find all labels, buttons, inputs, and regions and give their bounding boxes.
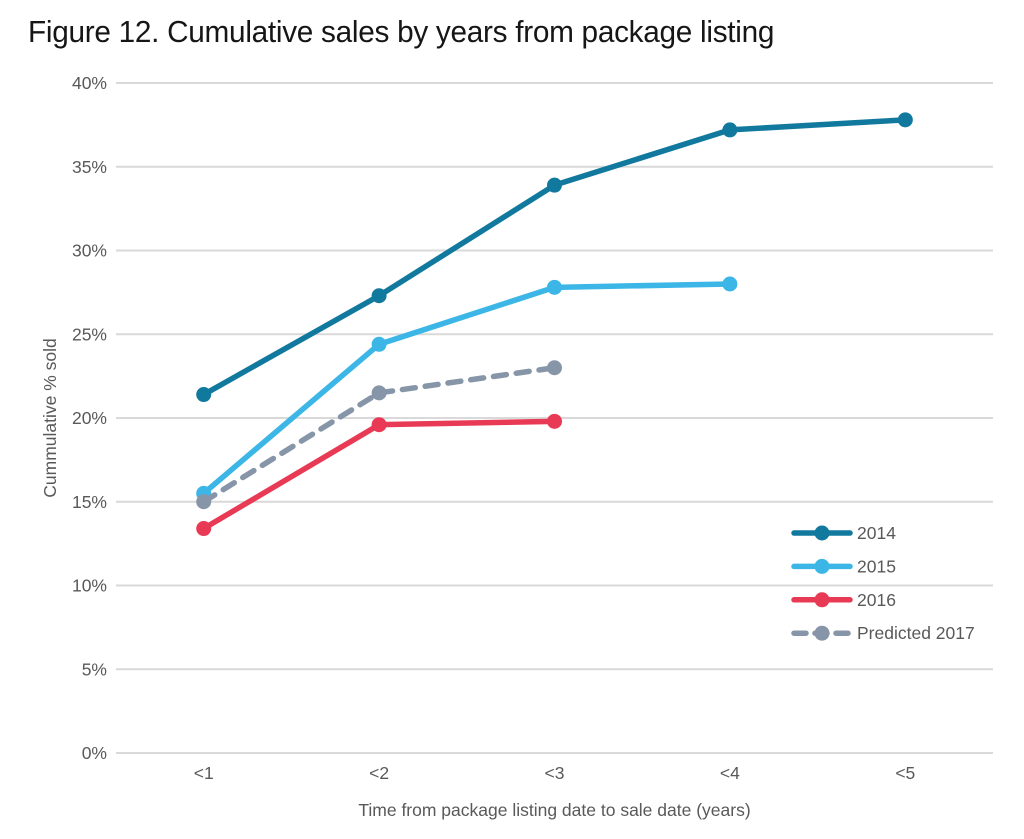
legend-item-predicted-2017: Predicted 2017	[791, 623, 975, 643]
data-point-2016-1	[371, 417, 387, 433]
y-tick-label: 15%	[72, 492, 107, 512]
y-tick-label: 40%	[72, 73, 107, 93]
x-tick-label: <1	[194, 763, 214, 783]
y-tick-label: 20%	[72, 408, 107, 428]
x-tick-label: <4	[720, 763, 740, 783]
series-line-2016	[200, 418, 558, 532]
data-point-2014-4	[897, 112, 913, 128]
legend-marker-dot-2015	[814, 558, 830, 574]
legend-marker-dot-2016	[814, 592, 830, 608]
legend-item-2014: 2014	[791, 523, 896, 543]
legend-item-2015: 2015	[791, 556, 896, 576]
y-axis-title: Cummulative % sold	[40, 338, 60, 498]
legend-item-2016: 2016	[791, 590, 896, 610]
x-axis-title: Time from package listing date to sale d…	[358, 800, 750, 820]
data-point-2014-1	[371, 288, 387, 304]
x-tick-label: <5	[895, 763, 915, 783]
data-point-2014-2	[547, 177, 562, 193]
y-axis-tick-labels: 0% 5% 10% 15% 20% 25% 30% 35% 40%	[72, 73, 107, 763]
legend-marker-dot-2014	[814, 525, 830, 541]
legend-label-2016: 2016	[857, 590, 896, 610]
series-2016	[196, 413, 562, 537]
data-point-2016-0	[196, 521, 212, 537]
data-point-2016-2	[547, 413, 562, 429]
y-tick-label: 5%	[82, 659, 107, 679]
data-point-2015-3	[722, 276, 738, 292]
x-axis-tick-labels: <1 <2 <3 <4 <5	[194, 763, 916, 783]
data-point-2014-0	[196, 387, 212, 403]
series-2015	[196, 276, 738, 501]
data-point-predicted-2017-0	[196, 494, 212, 510]
legend-marker-dot-predicted-2017	[814, 625, 830, 641]
x-tick-label: <2	[369, 763, 389, 783]
x-tick-label: <3	[545, 763, 565, 783]
gridlines	[116, 82, 993, 754]
series-line-2015	[200, 281, 733, 497]
data-point-2015-2	[547, 279, 562, 295]
y-tick-label: 35%	[72, 157, 107, 177]
y-tick-label: 30%	[72, 241, 107, 261]
y-tick-label: 25%	[72, 324, 107, 344]
data-point-predicted-2017-1	[371, 385, 387, 401]
legend-label-2014: 2014	[857, 523, 896, 543]
legend-label-predicted-2017: Predicted 2017	[857, 623, 975, 643]
y-tick-label: 0%	[82, 743, 107, 763]
data-point-2014-3	[722, 122, 738, 138]
y-tick-label: 10%	[72, 576, 107, 596]
legend: 2014 2015 2016 Predicted 2017	[791, 523, 975, 643]
data-point-2015-1	[371, 336, 387, 352]
legend-label-2015: 2015	[857, 556, 896, 576]
series-line-2014	[200, 117, 909, 398]
series-predicted-2017	[196, 360, 562, 510]
data-point-predicted-2017-2	[547, 360, 562, 376]
figure-title: Figure 12. Cumulative sales by years fro…	[28, 14, 775, 49]
series-2014	[196, 112, 913, 403]
